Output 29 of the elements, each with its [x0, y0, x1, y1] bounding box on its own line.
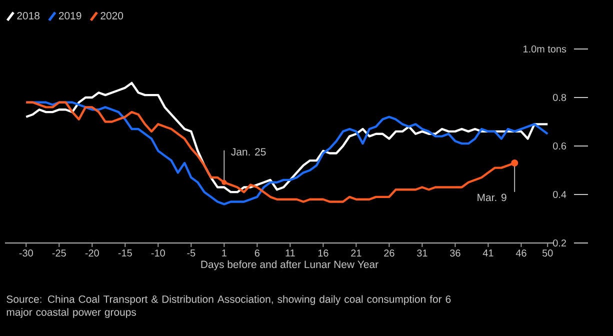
annotation: Mar. 9 [478, 194, 506, 202]
x-tick-label: -25 [52, 250, 66, 257]
legend-label: 2019 [58, 12, 82, 20]
legend-label: 2018 [17, 12, 40, 20]
x-tick-label: -5 [187, 250, 196, 256]
x-tick-label: -10 [151, 250, 165, 257]
x-tick-label: 21 [351, 250, 362, 256]
x-tick-label: 50 [542, 250, 553, 257]
x-tick-label: 31 [417, 250, 428, 257]
y-tick-label: 0.4 [553, 190, 566, 198]
x-tick-label: -15 [118, 250, 132, 256]
y-tick-label: 1.0m tons [524, 45, 566, 53]
x-tick-label: 41 [482, 250, 494, 256]
x-axis-title: Days before and after Lunar New Year [201, 260, 378, 270]
x-tick-label: 46 [516, 250, 526, 257]
x-tick-label: 36 [450, 250, 460, 257]
x-tick-label: 1 [222, 250, 226, 256]
legend-label: 2020 [100, 12, 124, 20]
x-tick-label: 16 [318, 250, 328, 257]
x-tick-label: 6 [254, 250, 260, 257]
y-tick-label: 0.8 [553, 94, 566, 102]
x-tick-label: 26 [384, 250, 394, 257]
y-tick-label: 0.2 [553, 239, 566, 247]
x-tick-label: -30 [19, 250, 33, 257]
x-tick-label: -20 [85, 250, 99, 257]
annotation: Jan. 25 [231, 148, 266, 156]
source-note: Source: China Coal Transport & Distribution Association, showing daily coal consumption for 6 major coastal power groups [6, 295, 451, 318]
x-tick-label: 11 [286, 250, 295, 256]
y-tick-label: 0.6 [553, 142, 566, 150]
